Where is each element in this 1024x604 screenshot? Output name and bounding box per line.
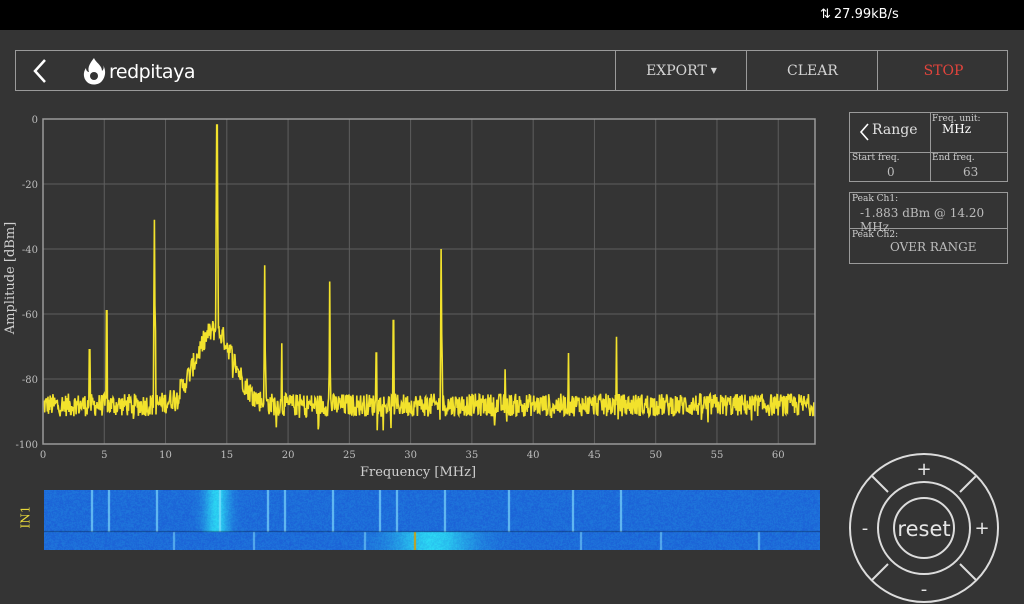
pad-down-button[interactable]: - xyxy=(921,579,928,600)
x-tick-label: 60 xyxy=(772,450,785,461)
x-tick-label: 45 xyxy=(588,450,601,461)
pad-outer-ring xyxy=(849,453,999,603)
x-tick-label: 5 xyxy=(101,450,107,461)
y-tick-label: -60 xyxy=(22,310,38,321)
x-tick-label: 15 xyxy=(220,450,233,461)
y-axis-label: Amplitude [dBm] xyxy=(3,222,18,335)
caret-down-icon: ▼ xyxy=(710,66,717,75)
network-speed: ⇅ 27.99kB/s xyxy=(820,7,899,22)
x-tick-label: 25 xyxy=(343,450,356,461)
y-tick-label: -20 xyxy=(22,180,38,191)
chevron-left-icon xyxy=(859,123,869,141)
plot-area[interactable] xyxy=(42,118,816,445)
waterfall-display xyxy=(44,490,820,550)
updown-arrows-icon: ⇅ xyxy=(820,7,831,22)
x-tick-label: 30 xyxy=(404,450,417,461)
range-panel: Range Freq. unit: MHz Start freq. 0 End … xyxy=(849,112,1008,182)
spectrum-chart: 0 5 10 15 20 25 30 35 40 45 50 55 60 0 -20 -40 -60 -80 -10… xyxy=(3,115,816,480)
series-ch1-line xyxy=(42,124,816,431)
x-tick-label: 20 xyxy=(282,450,295,461)
pad-inner-ring xyxy=(877,481,971,575)
back-arrow-icon[interactable] xyxy=(30,57,50,85)
y-tick-label: 0 xyxy=(32,115,38,126)
range-button[interactable]: Range xyxy=(850,113,931,153)
peak-panel: Peak Ch1: -1.883 dBm @ 14.20 MHz Peak Ch… xyxy=(849,192,1008,264)
flame-logo-icon xyxy=(83,58,106,85)
pad-left-button[interactable]: - xyxy=(862,518,869,539)
y-tick-label: -80 xyxy=(22,375,38,386)
brand-name: redpitaya xyxy=(109,61,195,83)
app-toolbar: redpitaya EXPORT ▼ CLEAR STOP xyxy=(15,50,1008,91)
waterfall-channel-label: IN1 xyxy=(18,505,33,529)
y-tick-label: -100 xyxy=(16,440,38,451)
x-tick-label: 0 xyxy=(40,450,46,461)
end-freq-field[interactable]: End freq. 63 xyxy=(932,153,979,179)
system-status-bar: ⇅ 27.99kB/s xyxy=(0,0,1024,30)
pad-up-button[interactable]: + xyxy=(916,459,931,480)
peak-ch2: Peak Ch2: OVER RANGE xyxy=(852,230,977,254)
x-tick-label: 10 xyxy=(159,450,172,461)
redpitaya-logo: redpitaya xyxy=(82,57,195,87)
freq-unit-select[interactable]: Freq. unit: MHz xyxy=(930,113,1007,153)
pad-right-button[interactable]: + xyxy=(974,518,989,539)
peak-ch1: Peak Ch1: -1.883 dBm @ 14.20 MHz xyxy=(850,193,1007,234)
x-tick-label: 35 xyxy=(466,450,479,461)
chart-grid xyxy=(43,119,815,444)
clear-button[interactable]: CLEAR xyxy=(746,51,878,90)
x-tick-label: 40 xyxy=(527,450,540,461)
reset-label: reset xyxy=(897,517,950,541)
reset-button[interactable] xyxy=(893,497,955,559)
x-axis-label: Frequency [MHz] xyxy=(360,465,476,480)
x-tick-label: 55 xyxy=(711,450,724,461)
navigation-pad: reset + - - + xyxy=(849,453,999,603)
y-tick-label: -40 xyxy=(22,245,38,256)
export-button[interactable]: EXPORT ▼ xyxy=(615,51,747,90)
x-tick-label: 50 xyxy=(649,450,662,461)
chart-ticks: 0 5 10 15 20 25 30 35 40 45 50 55 60 0 -20 -40 -60 -80 -10… xyxy=(16,115,785,461)
stop-button[interactable]: STOP xyxy=(877,51,1009,90)
start-freq-field[interactable]: Start freq. 0 xyxy=(850,152,931,182)
